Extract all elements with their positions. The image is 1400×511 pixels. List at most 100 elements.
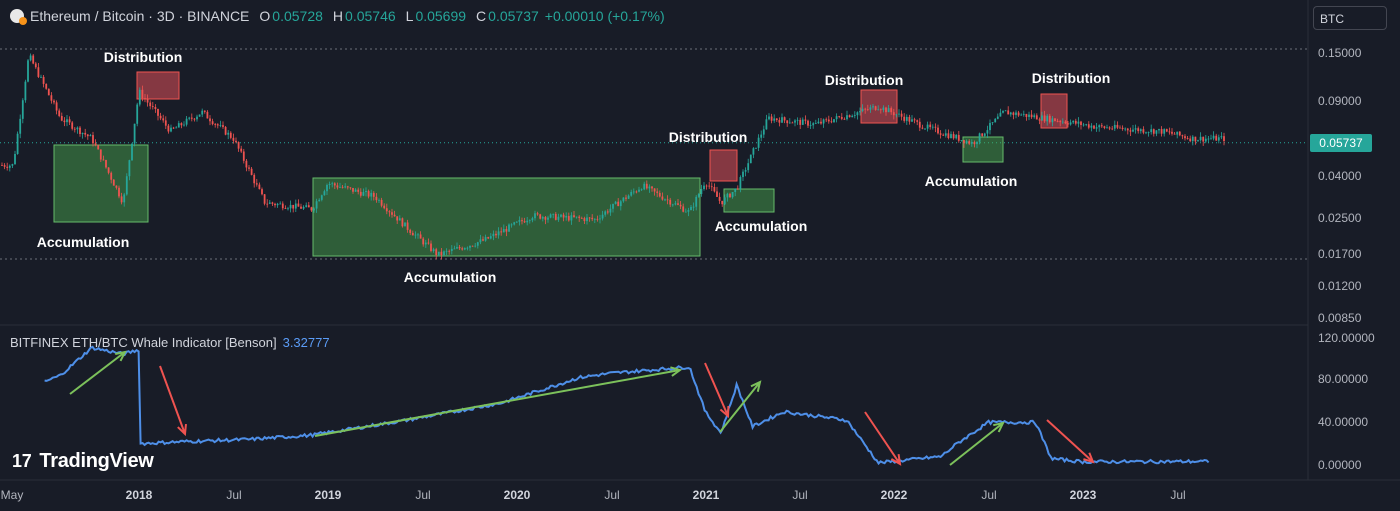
candle-body: [570, 215, 573, 221]
candle-body: [864, 108, 867, 110]
candle-body: [630, 191, 633, 196]
candle-body: [73, 128, 76, 130]
candle-body: [567, 216, 570, 221]
candle-body: [1139, 129, 1142, 132]
candle-body: [34, 63, 37, 68]
candle-body: [973, 142, 976, 145]
candle-body: [326, 185, 328, 192]
candle-body: [19, 118, 22, 134]
candle-body: [593, 218, 596, 220]
candle-body: [84, 132, 87, 135]
candle-body: [1098, 125, 1101, 128]
candle-body: [1025, 113, 1028, 117]
candle-body: [1215, 135, 1218, 141]
candle-body: [799, 119, 802, 125]
candle-body: [604, 211, 607, 215]
candle-body: [427, 242, 430, 244]
candle-body: [508, 224, 510, 232]
candle-body: [211, 121, 214, 125]
candle-body: [42, 76, 45, 84]
candle-body: [1165, 129, 1168, 132]
candle-body: [300, 206, 302, 209]
candle-body: [1186, 138, 1189, 139]
candle-body: [1111, 128, 1114, 130]
arrow-up-head: [670, 366, 683, 377]
candle-body: [1051, 118, 1054, 123]
candle-body: [333, 183, 336, 186]
tradingview-logo[interactable]: 17 TradingView: [12, 450, 154, 473]
candle-body: [911, 119, 913, 122]
x-tick-label: Jul: [415, 488, 431, 502]
candle-body: [606, 211, 609, 213]
candle-body: [110, 172, 113, 180]
candle-body: [645, 183, 648, 189]
candle-body: [957, 134, 960, 141]
candle-body: [11, 164, 14, 166]
candle-body: [965, 141, 968, 144]
high-value: 0.05746: [345, 8, 396, 24]
candle-body: [1017, 112, 1020, 116]
candle-body: [989, 122, 991, 131]
candle-body: [635, 191, 638, 193]
candle-body: [848, 115, 851, 118]
candle-body: [167, 125, 170, 132]
x-tick-label: Jul: [1170, 488, 1186, 502]
candle-body: [458, 247, 461, 249]
candle-body: [310, 207, 313, 211]
candle-body: [700, 188, 703, 194]
candle-body: [3, 165, 6, 167]
candle-body: [16, 133, 19, 154]
candle-body: [908, 116, 911, 122]
currency-button[interactable]: BTC: [1313, 6, 1387, 30]
candle-body: [887, 108, 890, 113]
accumulation-label: Accumulation: [403, 269, 497, 285]
distribution-label: Distribution: [668, 129, 748, 145]
candle-body: [586, 217, 588, 222]
candle-body: [695, 196, 698, 207]
candle-body: [68, 119, 71, 123]
candle-body: [1080, 121, 1082, 125]
candle-body: [996, 116, 999, 119]
candle-body: [346, 186, 349, 188]
candle-body: [549, 214, 552, 218]
candle-body: [817, 121, 820, 124]
candle-body: [900, 113, 903, 117]
arrow-up: [719, 381, 761, 433]
candle-body: [281, 203, 284, 209]
candle-body: [528, 220, 531, 222]
candle-body: [515, 221, 518, 223]
candle-body: [422, 238, 425, 245]
candle-body: [679, 204, 682, 207]
candle-body: [1100, 125, 1103, 127]
candle-body: [775, 118, 778, 121]
accumulation-zone: [723, 188, 775, 213]
candle-body: [765, 119, 768, 130]
candle-body: [1202, 136, 1205, 142]
candle-body: [814, 123, 817, 124]
indicator-y-tick-label: 0.00000: [1318, 458, 1362, 472]
candle-body: [687, 210, 690, 212]
x-tick-label: 2020: [503, 488, 531, 502]
arrow-down: [1046, 419, 1094, 463]
candle-body: [305, 205, 308, 207]
distribution-zone: [136, 71, 180, 100]
candle-body: [929, 124, 932, 128]
candle-body: [323, 191, 326, 196]
candle-body: [999, 112, 1002, 117]
open-value: 0.05728: [272, 8, 323, 24]
candle-body: [534, 213, 536, 219]
candle-body: [734, 188, 737, 193]
candle-body: [617, 201, 620, 207]
candle-body: [721, 200, 724, 205]
candle-body: [315, 201, 318, 209]
candle-body: [474, 245, 477, 247]
candle-body: [1171, 131, 1173, 134]
candle-body: [154, 107, 157, 109]
candle-body: [640, 189, 643, 191]
candle-body: [89, 135, 92, 137]
close-label: C: [476, 8, 487, 24]
candle-body: [1061, 121, 1064, 123]
candle-body: [853, 115, 856, 116]
candle-body: [866, 109, 869, 110]
